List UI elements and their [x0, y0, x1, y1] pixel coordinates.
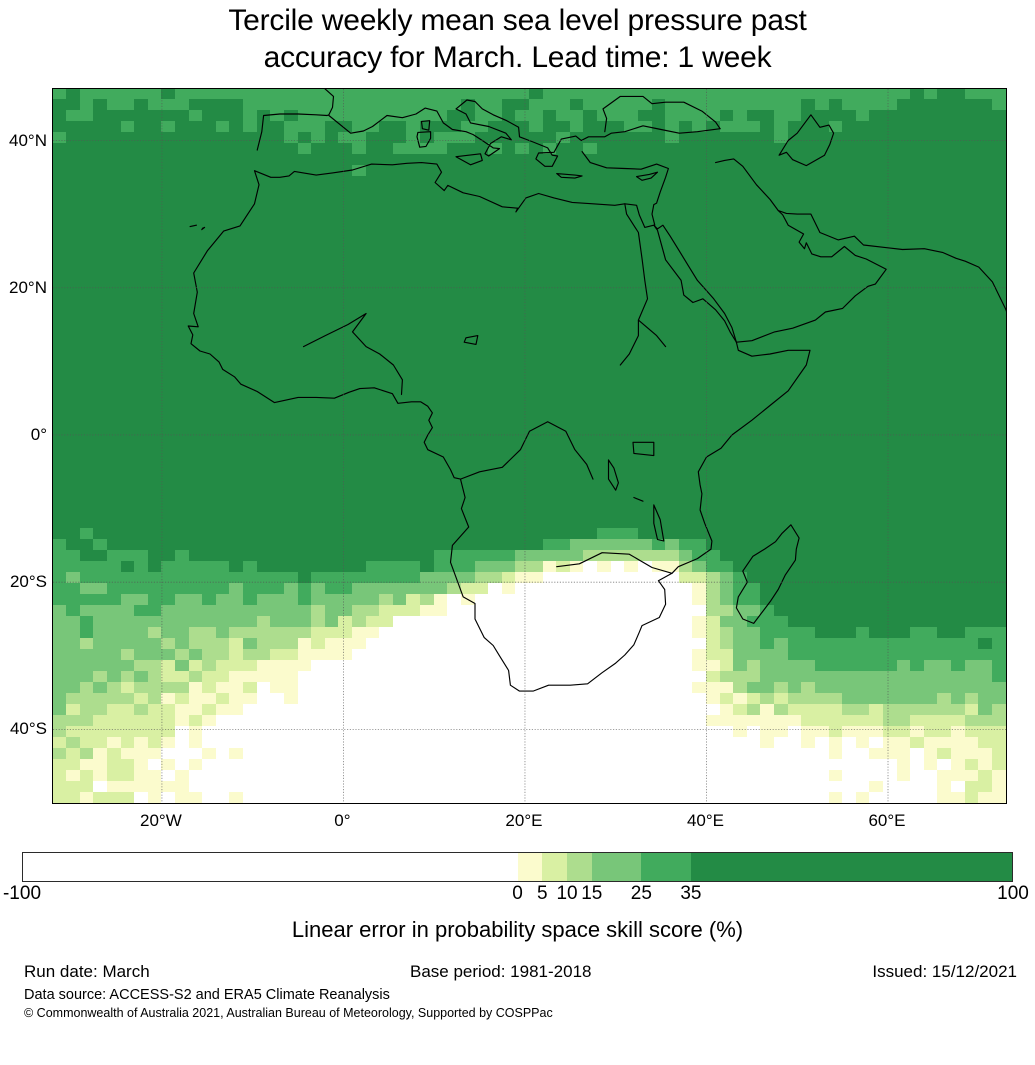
colorbar-tick-label: -100 — [2, 883, 42, 904]
colorbar-band — [641, 853, 691, 881]
skill-score-heatmap — [53, 89, 1006, 803]
colorbar-tick-label: 25 — [630, 883, 652, 904]
colorbar-segments — [22, 852, 1013, 882]
colorbar-tick-label: 10 — [556, 883, 578, 904]
longitude-axis: 20°W 0° 20°E 40°E 60°E — [52, 806, 1005, 840]
title-line-1: Tercile weekly mean sea level pressure p… — [228, 4, 807, 37]
colorbar — [22, 852, 1013, 882]
colorbar-band — [690, 853, 1012, 881]
base-period-text: Base period: 1981-2018 — [410, 962, 592, 981]
run-date-text: Run date: March — [24, 962, 150, 981]
issued-date-text: Issued: 15/12/2021 — [872, 962, 1017, 981]
colorbar-band — [566, 853, 592, 881]
lon-tick-label: 20°E — [505, 811, 543, 830]
lon-tick-label: 0° — [334, 811, 351, 830]
lon-tick-label: 40°E — [686, 811, 725, 830]
colorbar-tick-label: 5 — [536, 883, 548, 904]
map-panel — [52, 88, 1007, 804]
page-title: Tercile weekly mean sea level pressure p… — [0, 0, 1035, 76]
data-source-text: Data source: ACCESS-S2 and ERA5 Climate … — [24, 987, 390, 1003]
lat-tick-label: 0° — [30, 424, 47, 444]
lat-tick-label: 20°S — [9, 572, 47, 592]
lat-tick-label: 20°N — [9, 277, 47, 297]
lat-tick-label: 40°N — [9, 130, 47, 150]
colorbar-tick-label: 100 — [997, 883, 1029, 904]
colorbar-tick-label: 15 — [581, 883, 603, 904]
colorbar-tick-label: 35 — [680, 883, 702, 904]
lon-tick-label: 60°E — [868, 811, 906, 830]
copyright-text: © Commonwealth of Australia 2021, Austra… — [24, 1006, 553, 1020]
latitude-axis: 40°N 20°N 0° 20°S 40°S — [0, 88, 52, 804]
colorbar-ticks: -100 0 5 10 15 25 35 100 — [3, 883, 1029, 909]
lon-tick-label: 20°W — [140, 811, 182, 830]
colorbar-label: Linear error in probability space skill … — [291, 917, 744, 942]
lat-tick-label: 40°S — [9, 719, 47, 739]
colorbar-band — [591, 853, 642, 881]
colorbar-band — [542, 853, 567, 881]
colorbar-tick-label: 0 — [512, 883, 523, 904]
footer-primary: Run date: March Base period: 1981-2018 I… — [0, 962, 1035, 984]
colorbar-band — [517, 853, 543, 881]
colorbar-band — [23, 853, 518, 881]
title-line-2: accuracy for March. Lead time: 1 week — [263, 41, 772, 74]
